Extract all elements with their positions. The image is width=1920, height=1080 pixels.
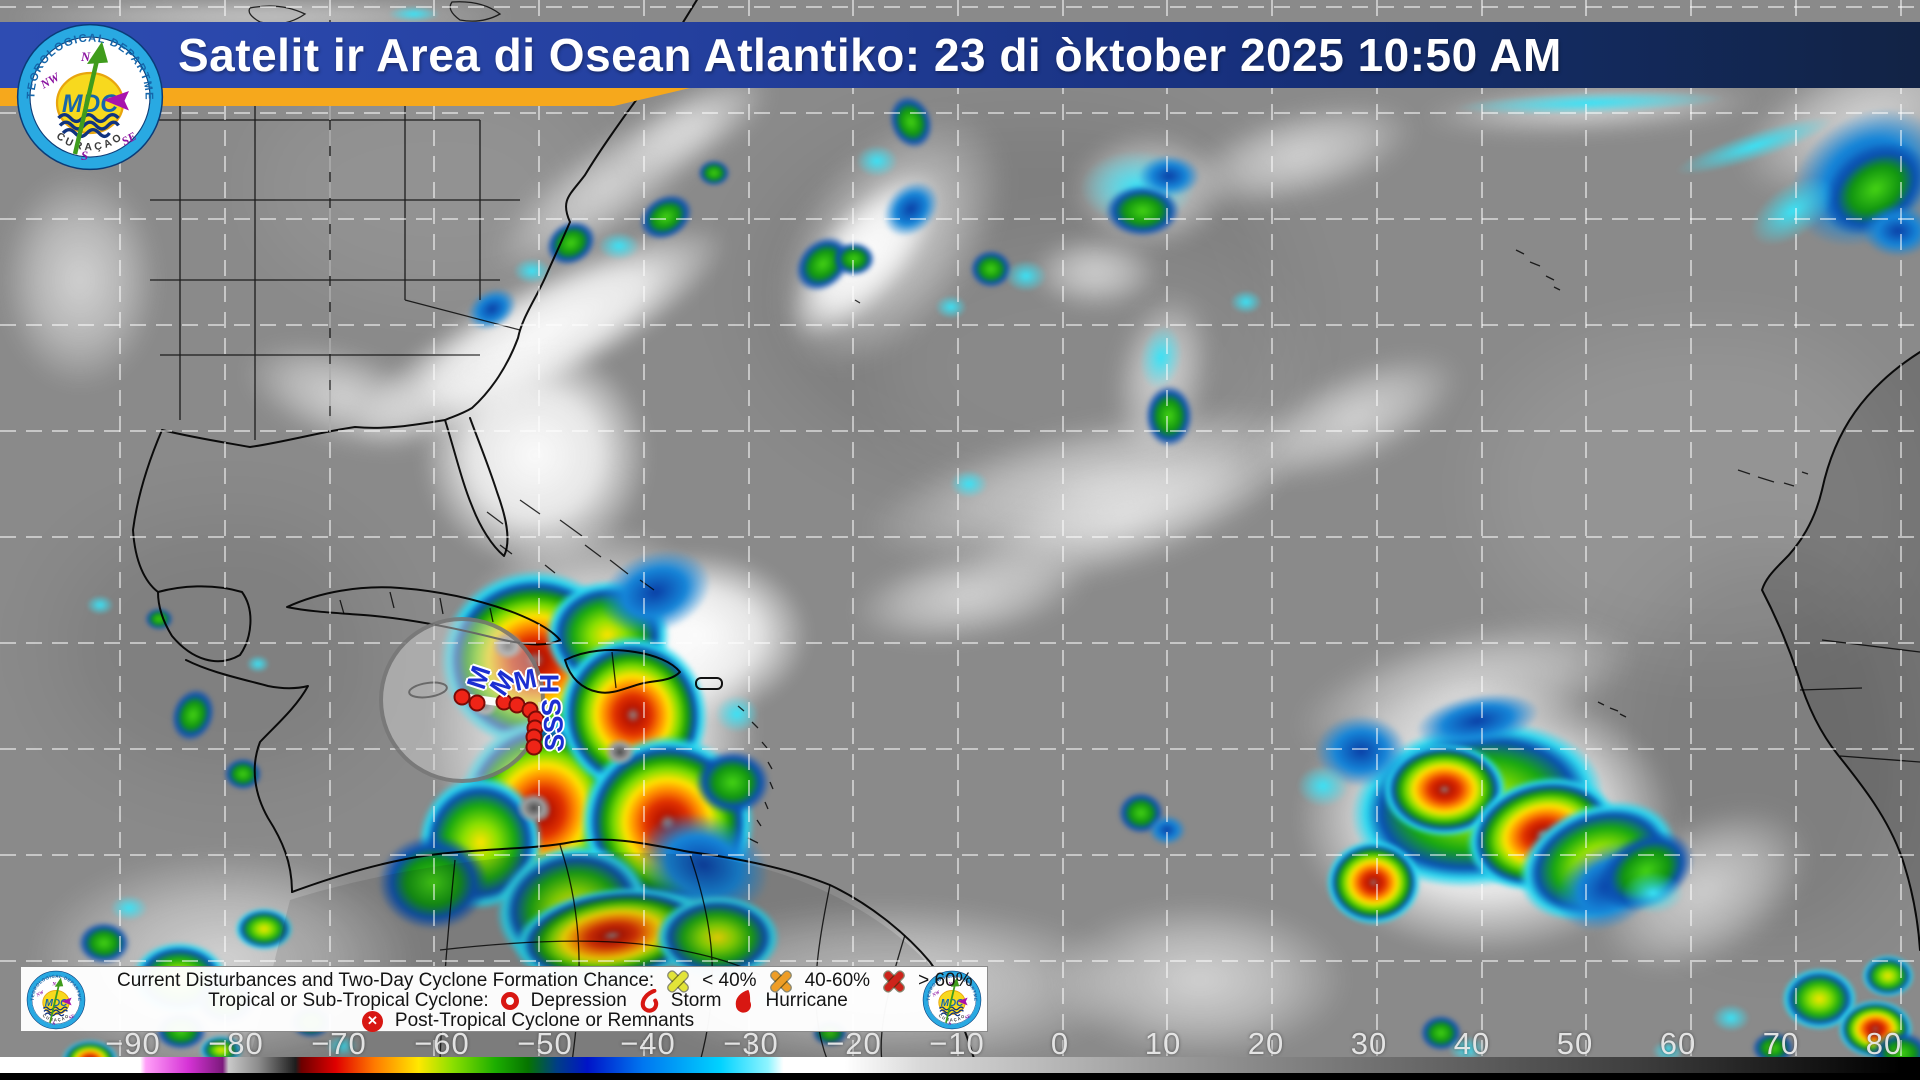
legend-box: Current Disturbances and Two-Day Cyclone… xyxy=(20,966,988,1032)
mdc-logo-small-left xyxy=(26,970,86,1030)
hurricane-icon xyxy=(733,989,753,1014)
longitude-axis: −90 −80 −70 −60 −50 −40 −30 −20 −10 0 10… xyxy=(0,1026,1920,1061)
legend-row3-label: Post-Tropical Cyclone or Remnants xyxy=(394,1010,695,1031)
lon-label: 20 xyxy=(1247,1026,1285,1061)
legend-row2-label: Tropical or Sub-Tropical Cyclone: xyxy=(208,990,489,1011)
chance-low-label: < 40% xyxy=(702,970,757,991)
track-intensity-label: H xyxy=(534,673,565,694)
lon-label: 10 xyxy=(1144,1026,1182,1061)
post-tropical-icon: ✕ xyxy=(361,1010,383,1032)
track-point xyxy=(468,694,486,712)
mdc-logo xyxy=(15,22,165,172)
depression-label: Depression xyxy=(530,990,627,1011)
lon-label: 60 xyxy=(1659,1026,1697,1061)
lon-label: 70 xyxy=(1762,1026,1800,1061)
ir-temperature-colorbar xyxy=(0,1057,1920,1073)
track-intensity-label: S xyxy=(538,732,571,753)
track-point xyxy=(525,738,543,756)
legend-row1-label: Current Disturbances and Two-Day Cyclone… xyxy=(117,970,655,991)
storm-icon xyxy=(639,988,659,1014)
chance-medium-label: 40-60% xyxy=(804,970,871,991)
page-title: Satelit ir Area di Osean Atlantiko: 23 d… xyxy=(178,29,1562,81)
lon-label: 80 xyxy=(1865,1026,1903,1061)
lon-label: 40 xyxy=(1453,1026,1491,1061)
track-intensity-label: S xyxy=(536,698,567,717)
title-banner: Satelit ir Area di Osean Atlantiko: 23 d… xyxy=(0,22,1920,88)
lon-label: 50 xyxy=(1556,1026,1594,1061)
banner-accent-stripe xyxy=(0,88,690,106)
lon-label: 0 xyxy=(1050,1026,1070,1061)
chance-high-label: > 60% xyxy=(918,970,973,991)
track-intensity-label: S xyxy=(538,714,569,735)
hurricane-label: Hurricane xyxy=(765,990,848,1011)
footer-strip xyxy=(0,1073,1920,1080)
depression-icon xyxy=(500,992,519,1010)
storm-label: Storm xyxy=(670,990,722,1011)
lon-label: 30 xyxy=(1350,1026,1388,1061)
